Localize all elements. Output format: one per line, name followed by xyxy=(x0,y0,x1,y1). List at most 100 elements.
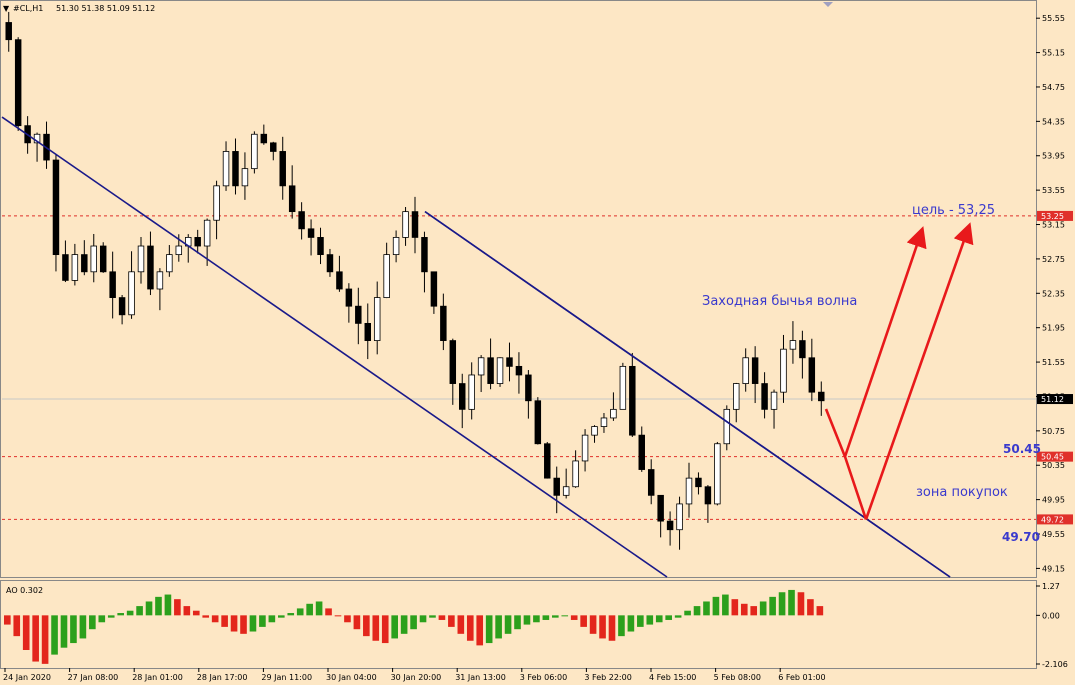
candle xyxy=(751,346,759,404)
ao-bar xyxy=(807,599,814,616)
ao-bar xyxy=(778,592,786,616)
y-tick-label: 49.55 xyxy=(1042,530,1065,539)
candle xyxy=(307,219,315,256)
candle xyxy=(147,231,154,296)
price-panel-frame xyxy=(0,0,1037,578)
ao-title: AO 0.302 xyxy=(6,586,43,595)
candle xyxy=(270,141,277,161)
x-tick-label: 29 Jan 11:00 xyxy=(261,673,312,682)
candle xyxy=(440,293,447,351)
ao-bar xyxy=(13,615,21,637)
candle xyxy=(770,389,778,429)
candle xyxy=(430,271,438,314)
candle xyxy=(90,233,97,283)
x-tick-label: 30 Jan 04:00 xyxy=(326,673,377,682)
annotation-level-50-45: 50.45 xyxy=(1003,442,1041,456)
ao-bar xyxy=(145,601,153,616)
ao-bar xyxy=(400,615,408,634)
candle xyxy=(761,372,768,419)
candle xyxy=(714,441,721,506)
ao-bar xyxy=(221,615,228,627)
candle xyxy=(402,207,409,246)
candle xyxy=(62,240,69,283)
candle xyxy=(128,251,135,319)
ao-bar xyxy=(665,615,672,620)
ao-tick-label: -2.106 xyxy=(1042,660,1068,669)
ao-layer xyxy=(4,589,824,664)
candle xyxy=(477,355,485,393)
ao-bar xyxy=(32,615,39,662)
y-tick-label: 53.95 xyxy=(1042,152,1065,161)
level-price-tag xyxy=(1037,451,1073,462)
ao-bar xyxy=(240,615,247,634)
ao-bar xyxy=(674,615,682,618)
channel-line-2[interactable] xyxy=(424,210,951,578)
ao-bar xyxy=(174,599,181,616)
ao-bar xyxy=(22,615,30,650)
ao-bar xyxy=(183,606,191,616)
ao-bar xyxy=(504,615,512,634)
arrows-layer xyxy=(824,222,974,520)
candle xyxy=(14,37,22,131)
y-tick-label: 51.55 xyxy=(1042,358,1065,367)
y-tick-label: 55.15 xyxy=(1042,49,1065,58)
ao-bar xyxy=(788,589,795,616)
x-tick-label: 3 Feb 06:00 xyxy=(520,673,567,682)
ao-bar xyxy=(655,615,663,623)
y-axis: 55.55 55.15 54.75 54.35 53.95 53.55 53.15 52.75… xyxy=(1036,14,1073,669)
ao-bar xyxy=(429,615,436,618)
ao-bar xyxy=(769,596,776,616)
candle xyxy=(355,287,362,345)
ao-bar xyxy=(646,615,654,625)
ao-bar xyxy=(438,615,446,620)
candle xyxy=(373,281,381,355)
ao-bar xyxy=(230,615,238,632)
x-tick-label: 28 Jan 01:00 xyxy=(132,673,183,682)
ao-bar xyxy=(495,615,502,639)
ao-bar xyxy=(608,615,616,641)
x-tick-label: 5 Feb 08:00 xyxy=(714,673,761,682)
forecast-arrow-2[interactable] xyxy=(864,222,974,520)
ao-bar xyxy=(79,615,87,639)
candle xyxy=(392,230,400,263)
candle xyxy=(317,227,324,265)
ao-bar xyxy=(98,615,106,623)
candle xyxy=(459,373,466,429)
candle xyxy=(525,370,532,419)
candle xyxy=(260,124,268,145)
candle xyxy=(288,165,296,219)
ao-bar xyxy=(618,615,625,637)
candle xyxy=(780,334,787,403)
shift-marker-icon[interactable] xyxy=(823,2,833,7)
candle xyxy=(411,196,419,254)
candle xyxy=(345,283,353,323)
header-dropdown-icon[interactable]: ▼ xyxy=(3,4,10,13)
candle xyxy=(619,362,627,410)
ao-bar xyxy=(561,615,569,617)
candle xyxy=(506,342,513,382)
x-tick-label: 24 Jan 2020 xyxy=(3,673,51,682)
candle xyxy=(704,485,712,523)
candle xyxy=(733,382,740,423)
ao-bar xyxy=(410,615,417,630)
candle xyxy=(213,180,220,240)
ao-bar xyxy=(117,613,124,616)
ao-bar xyxy=(249,615,257,632)
candle xyxy=(156,268,164,311)
candle xyxy=(789,321,797,364)
ao-bar xyxy=(476,615,484,646)
ao-bar xyxy=(466,615,474,641)
candle xyxy=(118,295,126,325)
ao-bar xyxy=(448,615,455,627)
ao-bar xyxy=(4,615,11,625)
ao-bar xyxy=(126,610,134,616)
ao-bar xyxy=(372,615,380,641)
forecast-arrow-1[interactable] xyxy=(843,226,927,458)
ao-bar xyxy=(89,615,96,630)
candle xyxy=(572,450,579,488)
channel-line-0[interactable] xyxy=(1,116,668,578)
y-tick-label: 50.75 xyxy=(1042,427,1065,436)
ao-bar xyxy=(712,596,720,616)
current-price-tag-text: 51.12 xyxy=(1041,395,1064,404)
x-tick-label: 3 Feb 22:00 xyxy=(584,673,631,682)
